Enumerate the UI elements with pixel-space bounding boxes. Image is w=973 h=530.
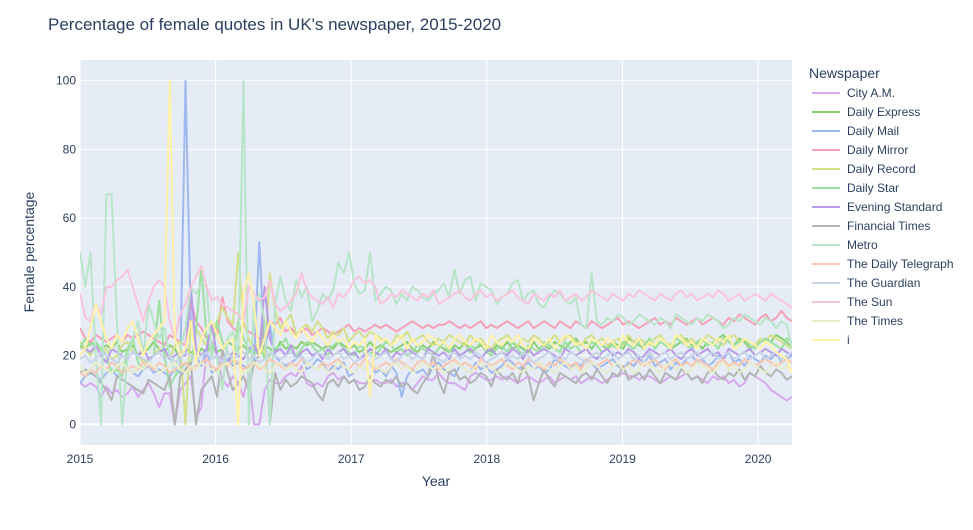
legend-label-evening-standard: Evening Standard [847, 200, 942, 214]
legend-label-city-a-m: City A.M. [847, 86, 895, 100]
x-tick-label: 2016 [202, 452, 229, 466]
series-line-the-daily-telegraph [80, 358, 792, 378]
legend-label-daily-record: Daily Record [847, 162, 916, 176]
x-tick-label: 2019 [609, 452, 636, 466]
plot-area [80, 60, 792, 445]
y-tick-label: 80 [63, 142, 77, 156]
legend-label-daily-mail: Daily Mail [847, 124, 899, 138]
legend-label-metro: Metro [847, 238, 878, 252]
chart-title: Percentage of female quotes in UK's news… [48, 15, 501, 34]
legend-label-i: i [847, 333, 850, 347]
y-tick-label: 0 [69, 417, 76, 431]
series-group [80, 79, 792, 426]
y-axis-title: Female percentage [21, 191, 37, 312]
series-line-metro [80, 79, 792, 426]
legend-label-the-guardian: The Guardian [847, 276, 920, 290]
legend-label-financial-times: Financial Times [847, 219, 930, 233]
y-tick-label: 20 [63, 349, 77, 363]
x-tick-label: 2020 [745, 452, 772, 466]
y-tick-label: 40 [63, 280, 77, 294]
y-tick-label: 60 [63, 211, 77, 225]
series-line-the-times [80, 361, 792, 374]
legend: City A.M. Daily Express Daily Mail Daily Mi… [812, 86, 954, 347]
axis-ticks: 0 20 40 60 80 100 2015 2016 2017 2018 2019 2020 [56, 74, 772, 466]
x-axis-title: Year [422, 473, 451, 489]
series-lines [80, 79, 792, 426]
legend-label-daily-express: Daily Express [847, 105, 920, 119]
legend-label-the-daily-telegraph: The Daily Telegraph [847, 257, 954, 271]
y-tick-label: 100 [56, 74, 76, 88]
legend-title: Newspaper [809, 65, 880, 81]
series-line-the-sun [80, 265, 792, 340]
x-tick-label: 2018 [474, 452, 501, 466]
series-line-the-guardian [80, 351, 792, 364]
x-tick-label: 2017 [338, 452, 365, 466]
legend-label-daily-star: Daily Star [847, 181, 899, 195]
legend-label-daily-mirror: Daily Mirror [847, 143, 908, 157]
series-line-i [80, 79, 792, 426]
legend-label-the-times: The Times [847, 314, 903, 328]
x-tick-label: 2015 [67, 452, 94, 466]
legend-label-the-sun: The Sun [847, 295, 892, 309]
